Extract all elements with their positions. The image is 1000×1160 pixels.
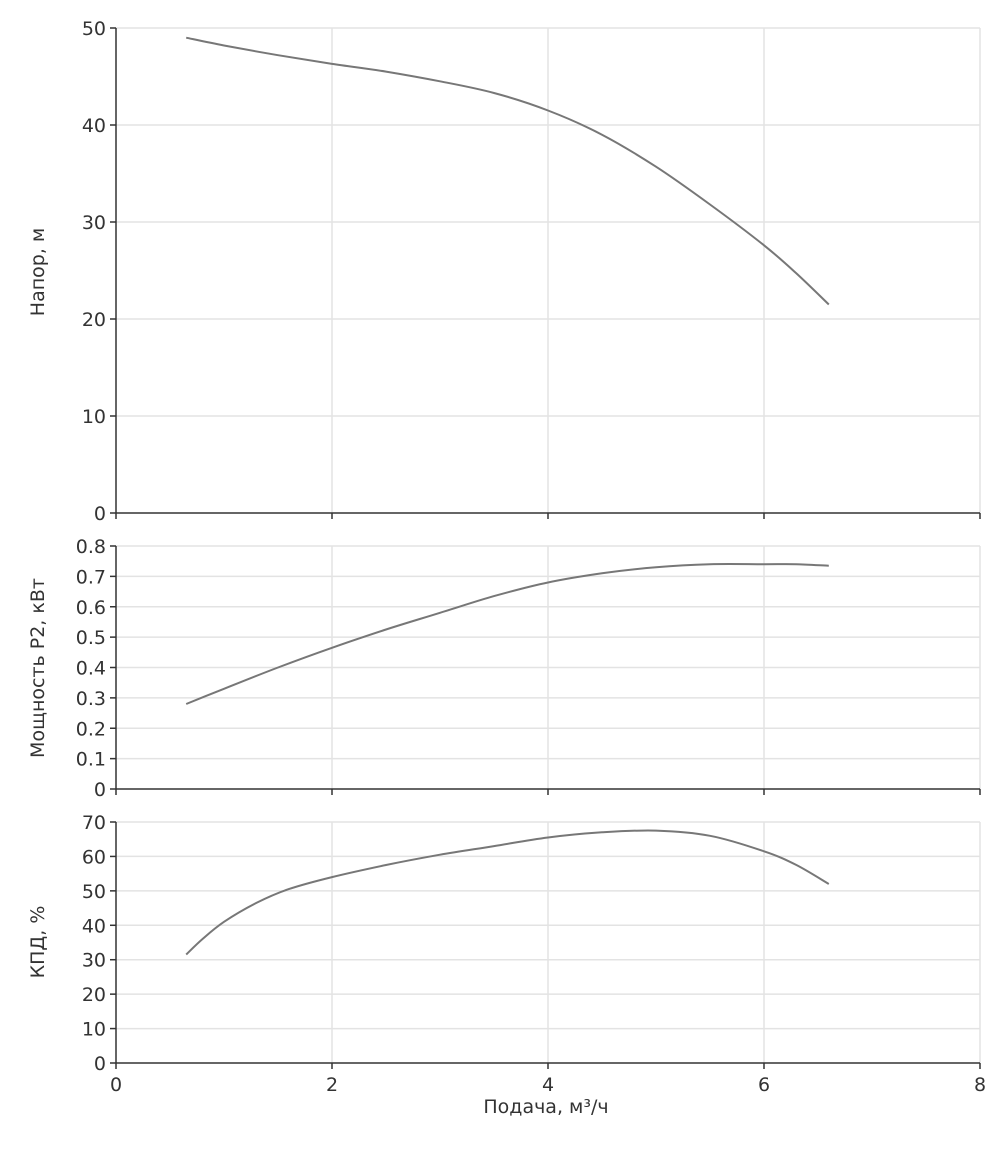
series-line — [185, 36, 830, 306]
y-tick-label: 40 — [82, 915, 106, 937]
x-tick-label: 0 — [110, 1074, 122, 1096]
y-tick-label: 0.1 — [76, 749, 106, 771]
y-tick-label: 50 — [82, 881, 106, 903]
power-chart: 0 0.1 0.2 0.3 0.4 0.5 0.6 0.7 0.8 Мощность P2, кВ… — [27, 536, 981, 801]
y-tick-label: 0.3 — [76, 688, 106, 710]
series-line — [185, 829, 830, 956]
y-axis-title: Мощность P2, кВт — [27, 578, 49, 758]
x-tick-label: 6 — [758, 1074, 770, 1096]
y-axis-title: КПД, % — [27, 906, 49, 979]
x-axis-title: Подача, м³/ч — [483, 1096, 608, 1118]
y-tick-label: 10 — [82, 406, 106, 428]
y-tick-label: 0.2 — [76, 718, 106, 740]
y-tick-label: 70 — [82, 812, 106, 834]
y-tick-label: 0.8 — [76, 536, 106, 558]
y-tick-label: 40 — [82, 115, 106, 137]
y-tick-label: 10 — [82, 1019, 106, 1041]
y-tick-label: 0.4 — [76, 658, 106, 680]
y-tick-label: 30 — [82, 950, 106, 972]
y-tick-label: 60 — [82, 846, 106, 868]
head-chart: 0 10 20 30 40 50 Напор, м — [27, 18, 981, 525]
y-axis-title: Напор, м — [27, 228, 49, 316]
y-tick-label: 0 — [94, 779, 106, 801]
y-tick-label: 20 — [82, 309, 106, 331]
efficiency-chart: 0 10 20 30 40 50 60 70 0 2 4 6 8 КПД, % Подача, м³/ч — [27, 812, 986, 1118]
x-tick-label: 4 — [542, 1074, 554, 1096]
y-tick-label: 0 — [94, 1053, 106, 1075]
y-tick-label: 0.5 — [76, 627, 106, 649]
y-tick-label: 0.6 — [76, 597, 106, 619]
y-tick-label: 50 — [82, 18, 106, 40]
y-tick-label: 0.7 — [76, 566, 106, 588]
x-tick-label: 2 — [326, 1074, 338, 1096]
y-tick-label: 20 — [82, 984, 106, 1006]
x-tick-label: 8 — [974, 1074, 986, 1096]
y-tick-label: 0 — [94, 503, 106, 525]
series-line — [185, 562, 829, 705]
y-tick-label: 30 — [82, 212, 106, 234]
